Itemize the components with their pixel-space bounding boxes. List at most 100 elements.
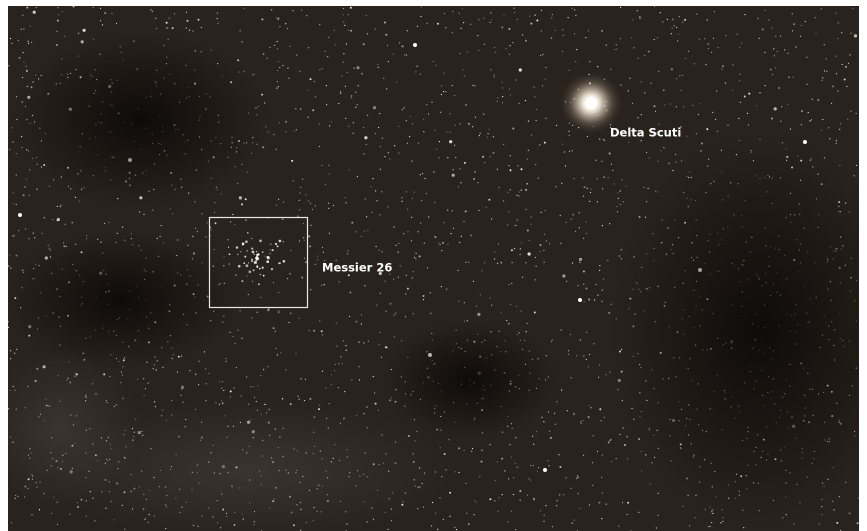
- star: [382, 138, 383, 139]
- star: [474, 178, 475, 179]
- star: [36, 188, 38, 190]
- star: [419, 255, 421, 257]
- star: [441, 286, 442, 287]
- star: [572, 523, 573, 524]
- star: [641, 470, 642, 471]
- star: [289, 46, 290, 47]
- star: [310, 225, 311, 226]
- star: [350, 30, 352, 32]
- star: [276, 205, 277, 206]
- star: [252, 281, 253, 282]
- star: [696, 133, 697, 134]
- star: [628, 142, 629, 143]
- star: [688, 51, 689, 52]
- star: [19, 57, 21, 59]
- star: [317, 259, 318, 260]
- star: [801, 124, 802, 125]
- star: [536, 20, 538, 22]
- star: [251, 317, 252, 318]
- star: [583, 455, 584, 456]
- star: [597, 66, 598, 67]
- star: [364, 230, 365, 231]
- star: [632, 19, 633, 20]
- star: [589, 61, 590, 62]
- star: [474, 500, 475, 501]
- star: [672, 28, 673, 29]
- star: [435, 513, 436, 514]
- star: [821, 8, 822, 9]
- star: [406, 191, 407, 192]
- star: [277, 245, 279, 247]
- star: [593, 343, 594, 344]
- star: [601, 477, 602, 478]
- star: [34, 237, 35, 238]
- star: [319, 69, 320, 70]
- star: [279, 67, 280, 68]
- star: [42, 233, 43, 234]
- star: [452, 85, 453, 86]
- star: [771, 118, 773, 120]
- star: [83, 29, 86, 32]
- star: [239, 196, 242, 199]
- star: [562, 29, 563, 30]
- star: [706, 128, 708, 130]
- star: [732, 64, 733, 65]
- star: [498, 497, 499, 498]
- star: [420, 174, 421, 175]
- star: [670, 103, 671, 104]
- star: [711, 52, 712, 53]
- star: [305, 261, 307, 263]
- star: [437, 529, 438, 530]
- star: [620, 38, 621, 39]
- star: [378, 127, 379, 128]
- star: [618, 526, 619, 527]
- star: [616, 206, 617, 207]
- star: [363, 127, 364, 128]
- star: [30, 26, 31, 27]
- star: [490, 444, 491, 445]
- star: [678, 34, 679, 35]
- star: [201, 27, 202, 28]
- star: [334, 370, 335, 371]
- star: [418, 143, 419, 144]
- star: [494, 47, 495, 48]
- star: [834, 509, 835, 510]
- star: [304, 240, 305, 241]
- star: [282, 65, 283, 66]
- star: [372, 212, 373, 213]
- star: [535, 15, 536, 16]
- star: [487, 137, 488, 138]
- star: [775, 36, 776, 37]
- star: [420, 74, 421, 75]
- star: [695, 517, 696, 518]
- star: [562, 274, 565, 277]
- star: [449, 492, 451, 494]
- star: [516, 225, 517, 226]
- star: [269, 249, 270, 250]
- star-label: Delta Scuti: [610, 126, 681, 140]
- star: [23, 62, 24, 63]
- star: [233, 388, 234, 389]
- star: [784, 49, 785, 50]
- star: [246, 264, 249, 267]
- star: [793, 23, 795, 25]
- star: [354, 68, 355, 69]
- star: [576, 478, 577, 479]
- star: [205, 400, 206, 401]
- star: [374, 392, 375, 393]
- star: [660, 12, 661, 13]
- star: [355, 92, 356, 93]
- star: [420, 16, 421, 17]
- star: [463, 221, 464, 222]
- star: [847, 119, 848, 120]
- star: [604, 140, 605, 141]
- star: [334, 30, 335, 31]
- star: [704, 38, 705, 39]
- star: [588, 299, 590, 301]
- star: [459, 301, 460, 302]
- star: [612, 170, 613, 171]
- star: [514, 248, 515, 249]
- star: [26, 66, 27, 67]
- star: [490, 12, 491, 13]
- star: [305, 379, 306, 380]
